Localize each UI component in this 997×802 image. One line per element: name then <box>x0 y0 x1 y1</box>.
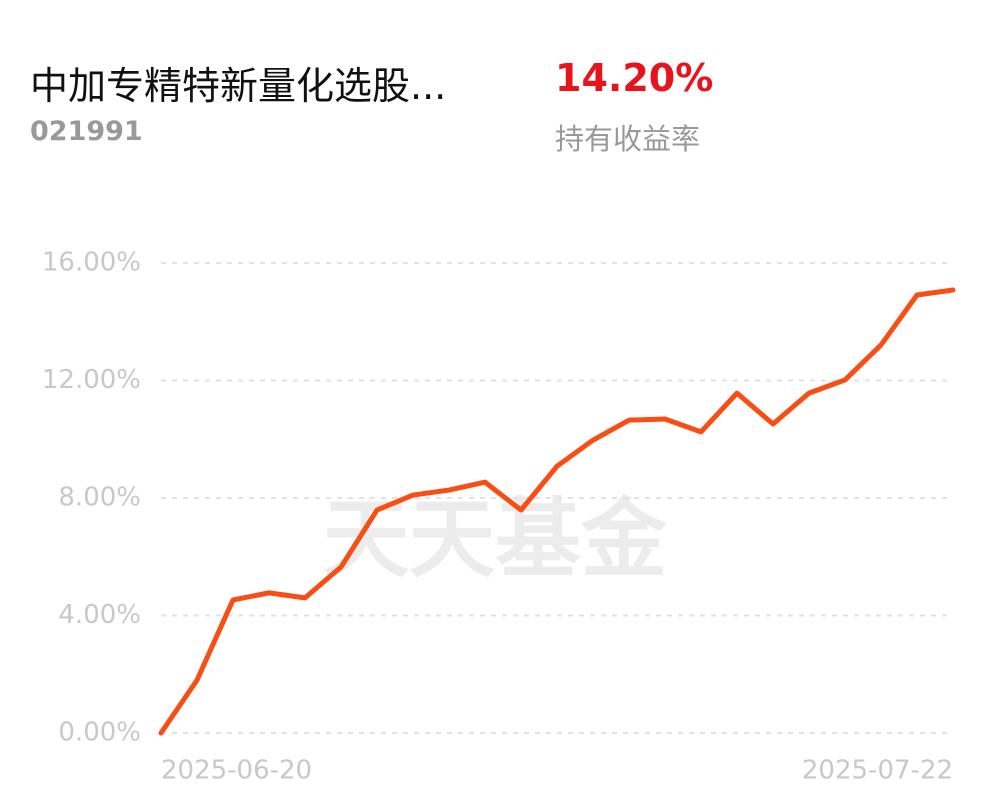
y-tick-label: 16.00% <box>42 248 141 278</box>
x-tick-label: 2025-07-22 <box>802 756 953 786</box>
return-value: 14.20% <box>555 56 714 100</box>
y-tick-label: 0.00% <box>58 718 141 748</box>
watermark: 天天基金 <box>323 489 668 589</box>
fund-name[interactable]: 中加专精特新量化选股... <box>30 64 447 108</box>
line-series <box>158 287 956 736</box>
return-label: 持有收益率 <box>555 122 701 156</box>
y-tick-label: 8.00% <box>58 483 141 513</box>
fund-code: 021991 <box>30 116 143 147</box>
y-tick-label: 12.00% <box>42 365 141 395</box>
y-tick-label: 4.00% <box>58 600 141 630</box>
x-tick-label: 2025-06-20 <box>161 756 312 786</box>
